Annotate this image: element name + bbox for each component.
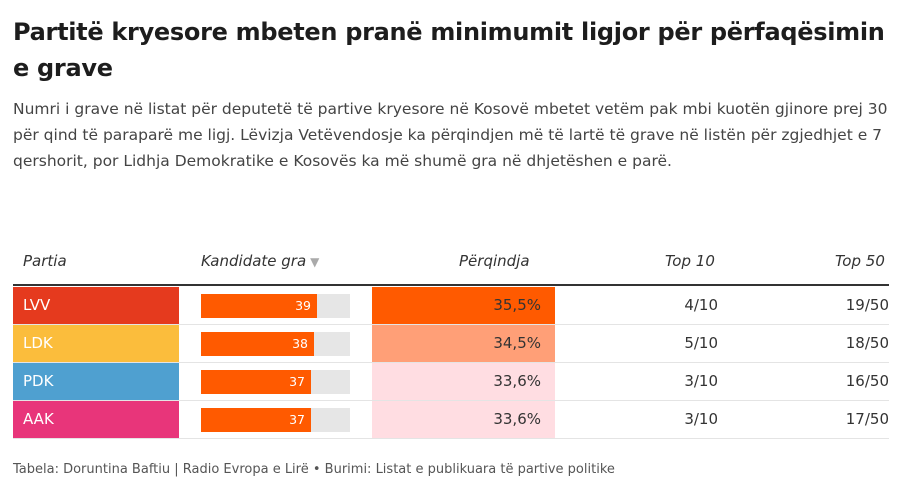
table-row: PDK 37 33,6% 3/10 16/50: [13, 363, 889, 401]
party-cell: LVV: [13, 287, 179, 324]
party-cell: PDK: [13, 363, 179, 400]
table-row: LDK 38 34,5% 5/10 18/50: [13, 325, 889, 363]
top50-cell: 16/50: [845, 372, 889, 390]
sort-descending-icon[interactable]: ▼: [310, 255, 320, 269]
percent-cell: 33,6%: [372, 363, 555, 400]
candidates-bar: 37: [201, 408, 311, 432]
candidates-bar-track: 38: [201, 332, 350, 356]
header-candidates[interactable]: Kandidate gra ▼: [201, 248, 319, 275]
table-row: AAK 37 33,6% 3/10 17/50: [13, 401, 889, 439]
header-party[interactable]: Partia: [23, 252, 67, 270]
top10-cell: 4/10: [684, 296, 718, 314]
party-cell: AAK: [13, 401, 179, 438]
table-row: LVV 39 35,5% 4/10 19/50: [13, 287, 889, 325]
candidates-bar: 39: [201, 294, 317, 318]
source-footer: Tabela: Doruntina Baftiu | Radio Evropa …: [13, 462, 615, 477]
top50-cell: 17/50: [845, 410, 889, 428]
percent-cell: 35,5%: [372, 287, 555, 324]
header-candidates-label: Kandidate gra: [201, 252, 307, 270]
candidates-bar: 38: [201, 332, 314, 356]
top10-cell: 5/10: [684, 334, 718, 352]
candidates-bar-track: 39: [201, 294, 350, 318]
candidates-bar-track: 37: [201, 370, 350, 394]
header-percent[interactable]: Përqindja: [459, 252, 530, 270]
candidates-bar: 37: [201, 370, 311, 394]
table-header: Partia Kandidate gra ▼ Përqindja Top 10 T…: [13, 248, 889, 286]
header-top10[interactable]: Top 10: [665, 252, 715, 270]
header-top50[interactable]: Top 50: [835, 252, 885, 270]
percent-cell: 33,6%: [372, 401, 555, 438]
top10-cell: 3/10: [684, 410, 718, 428]
top10-cell: 3/10: [684, 372, 718, 390]
chart-title: Partitë kryesore mbeten pranë minimumit …: [13, 18, 885, 82]
chart-subtitle: Numri i grave në listat për deputetë të …: [13, 100, 888, 170]
percent-cell: 34,5%: [372, 325, 555, 362]
party-cell: LDK: [13, 325, 179, 362]
top50-cell: 19/50: [845, 296, 889, 314]
candidates-bar-track: 37: [201, 408, 350, 432]
top50-cell: 18/50: [845, 334, 889, 352]
